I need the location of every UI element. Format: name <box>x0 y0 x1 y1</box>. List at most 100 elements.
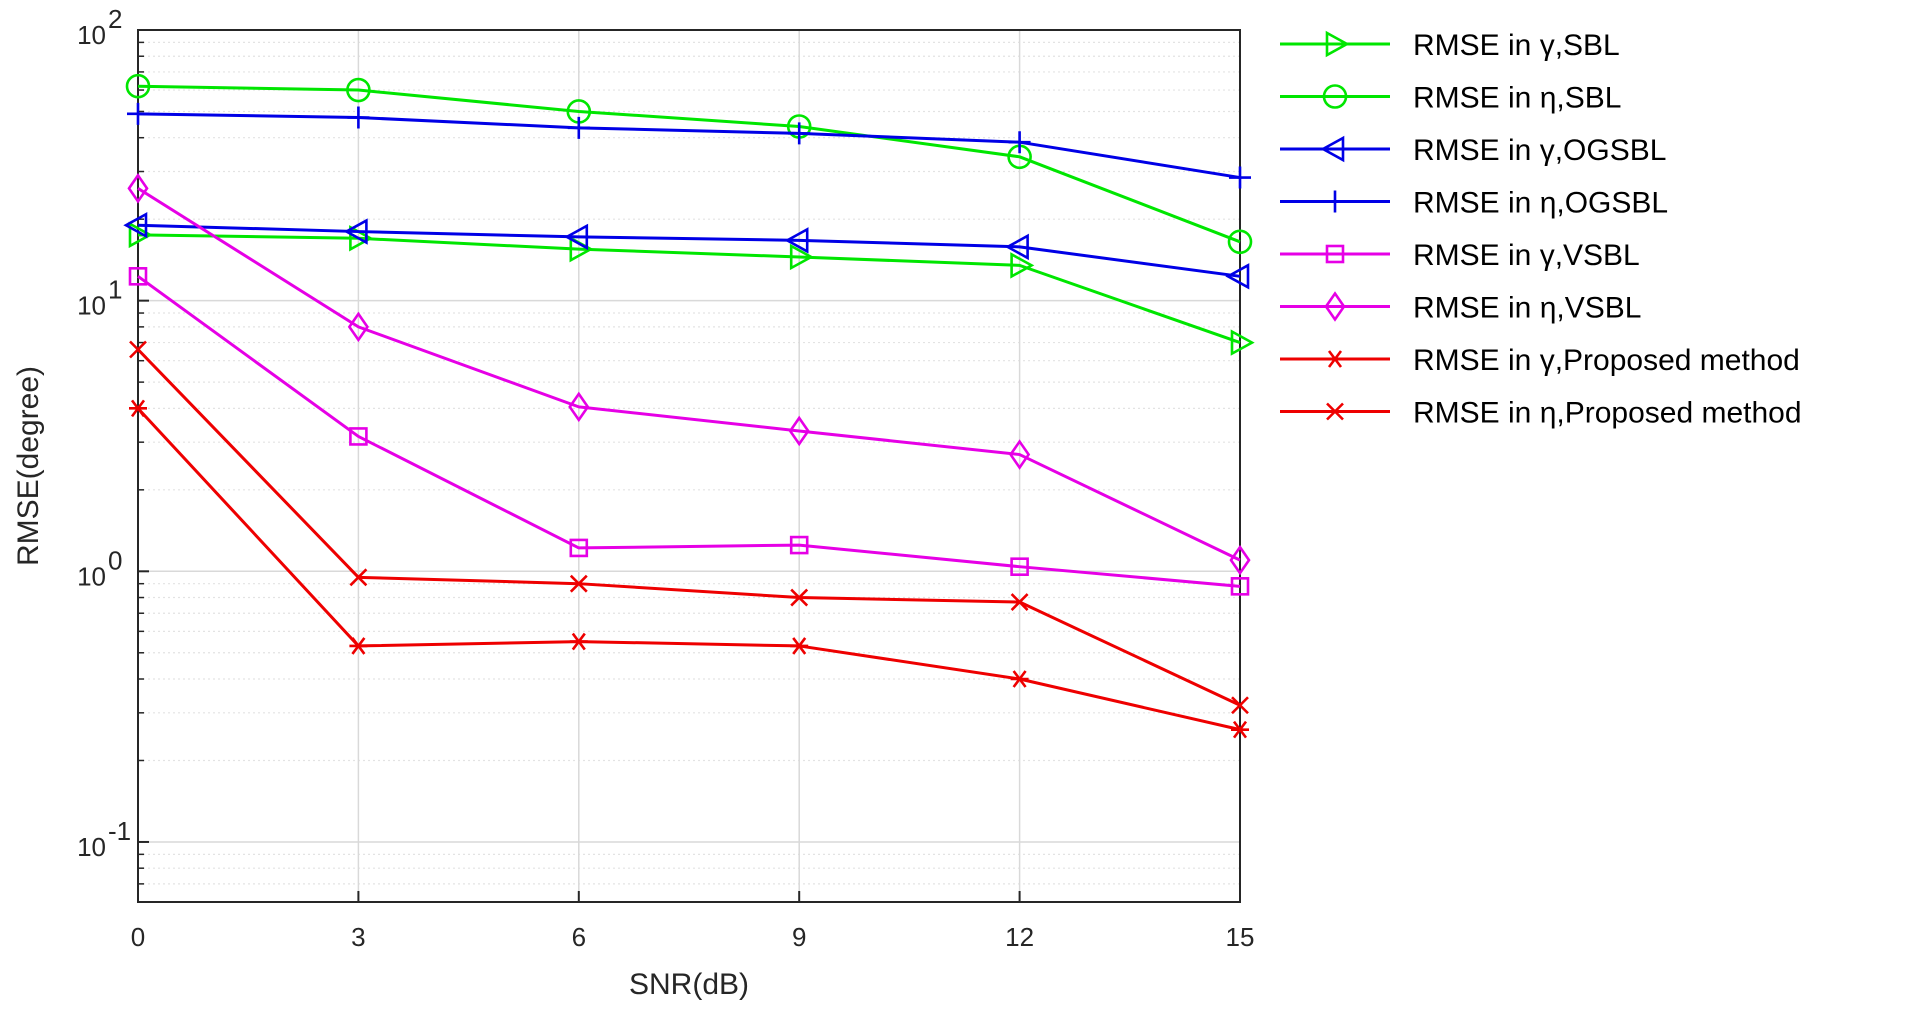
legend-label: RMSE in γ,SBL <box>1413 29 1620 62</box>
data-point-x <box>790 588 809 607</box>
data-point-triangle-right <box>1230 329 1255 356</box>
data-point-plus <box>127 102 149 125</box>
x-tick-label: 3 <box>351 922 365 952</box>
series-5 <box>127 173 1251 576</box>
series-2 <box>123 212 1250 290</box>
y-tick-label: 10 <box>77 832 106 862</box>
data-point-plus <box>1229 166 1251 189</box>
data-point-asterisk <box>1010 670 1029 688</box>
data-point-triangle-right <box>128 221 153 249</box>
data-point-diamond <box>1009 439 1031 470</box>
y-tick-label: 10 <box>77 20 106 50</box>
x-tick-label: 6 <box>572 922 586 952</box>
data-point-square <box>128 267 148 286</box>
series-7 <box>129 340 1249 715</box>
data-point-square <box>1230 577 1250 596</box>
data-point-diamond <box>568 391 590 423</box>
data-point-x <box>1326 402 1344 421</box>
y-axis-label: RMSE(degree) <box>12 366 45 566</box>
legend-entry: RMSE in η,VSBL <box>1280 291 1641 325</box>
x-tick-label: 12 <box>1005 922 1034 952</box>
legend-label: RMSE in η,Proposed method <box>1413 397 1802 430</box>
legend-entry: RMSE in η,SBL <box>1280 82 1621 115</box>
data-point-diamond <box>1324 291 1346 322</box>
data-point-square <box>349 427 368 446</box>
legend-label: RMSE in γ,OGSBL <box>1413 134 1666 167</box>
legend-entry: RMSE in γ,OGSBL <box>1280 134 1666 167</box>
y-tick-exponent: 0 <box>108 545 122 575</box>
data-point-triangle-left <box>123 212 148 239</box>
data-point-triangle-right <box>789 243 814 271</box>
x-tick-label: 15 <box>1226 922 1255 952</box>
series-line <box>137 187 1241 562</box>
data-point-circle <box>346 77 371 103</box>
data-point-asterisk <box>1326 350 1344 368</box>
legend-label: RMSE in η,OGSBL <box>1413 187 1668 220</box>
data-point-triangle-left <box>343 218 368 245</box>
data-point-diamond <box>347 311 369 343</box>
data-point-circle <box>1227 229 1253 255</box>
y-tick-label: 10 <box>77 291 106 321</box>
data-point-x <box>1010 593 1029 611</box>
x-axis-label: SNR(dB) <box>629 968 749 1001</box>
data-point-asterisk <box>129 399 147 418</box>
series-lines <box>123 73 1255 739</box>
series-line <box>137 275 1241 588</box>
data-point-triangle-right <box>1010 252 1035 279</box>
data-point-triangle-left <box>784 227 809 254</box>
data-point-square <box>1010 557 1029 576</box>
x-tick-label: 0 <box>131 922 145 952</box>
data-point-plus <box>788 122 811 145</box>
data-point-plus <box>567 116 590 139</box>
data-point-asterisk <box>790 637 809 655</box>
data-point-x <box>129 340 147 359</box>
legend-entry: RMSE in η,OGSBL <box>1280 187 1668 220</box>
legend-entry: RMSE in γ,Proposed method <box>1280 344 1800 377</box>
legend-label: RMSE in γ,VSBL <box>1413 239 1640 272</box>
data-point-x <box>1231 696 1249 715</box>
data-point-asterisk <box>1231 720 1249 739</box>
legend: RMSE in γ,SBL RMSE in η,SBL RMSE in γ,OGSB… <box>1280 29 1802 430</box>
series-line <box>137 112 1241 180</box>
series-1 <box>125 73 1253 255</box>
data-point-x <box>349 568 368 587</box>
y-tick-label: 10 <box>77 561 106 591</box>
data-point-triangle-right <box>1325 30 1350 58</box>
data-point-diamond <box>1229 544 1251 576</box>
data-point-x <box>569 574 588 593</box>
x-tick-label: 9 <box>792 922 806 952</box>
y-tick-exponent: -1 <box>108 816 131 846</box>
series-line <box>137 84 1241 244</box>
series-line <box>137 223 1241 278</box>
data-point-triangle-left <box>1225 263 1250 290</box>
series-3 <box>127 102 1251 189</box>
data-point-circle <box>125 73 151 99</box>
legend-label: RMSE in η,SBL <box>1413 82 1621 115</box>
data-point-plus <box>347 106 370 129</box>
series-4 <box>128 267 1250 596</box>
data-point-asterisk <box>349 637 368 655</box>
data-point-plus <box>1324 190 1346 213</box>
data-point-square <box>1325 244 1345 264</box>
legend-entry: RMSE in η,Proposed method <box>1280 397 1802 430</box>
data-point-asterisk <box>569 632 588 651</box>
series-line <box>136 407 1241 732</box>
legend-label: RMSE in γ,Proposed method <box>1413 344 1800 377</box>
legend-entry: RMSE in γ,VSBL <box>1280 239 1640 272</box>
data-point-circle <box>1322 84 1348 109</box>
legend-entry: RMSE in γ,SBL <box>1280 29 1620 62</box>
data-point-triangle-left <box>1004 233 1029 261</box>
data-point-triangle-left <box>1320 135 1345 163</box>
series-6 <box>129 399 1249 739</box>
data-point-diamond <box>127 173 149 204</box>
grid <box>137 29 1241 903</box>
data-point-square <box>789 535 809 555</box>
x-axis-ticks: 0 3 6 9 12 15 <box>131 891 1255 952</box>
y-tick-exponent: 1 <box>108 275 122 305</box>
data-point-plus <box>1008 131 1031 154</box>
data-point-triangle-left <box>564 223 589 251</box>
series-line <box>137 233 1241 344</box>
data-point-square <box>569 538 589 558</box>
